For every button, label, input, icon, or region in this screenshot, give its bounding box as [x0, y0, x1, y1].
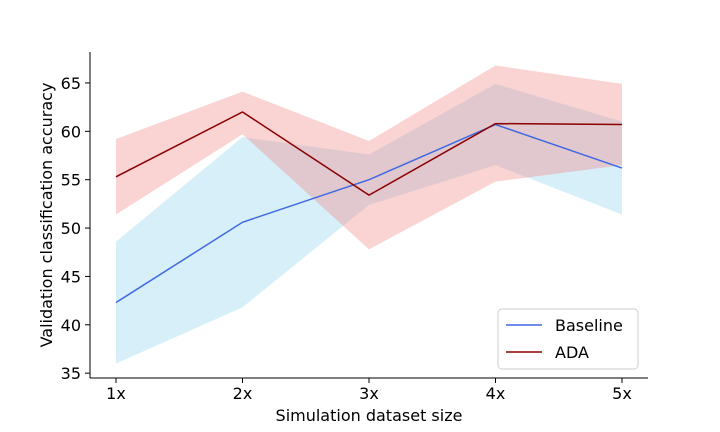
- y-tick-label: 65: [61, 74, 81, 93]
- y-tick-label: 40: [61, 316, 81, 335]
- legend-label-baseline: Baseline: [555, 316, 623, 335]
- y-axis-label: Validation classification accuracy: [37, 83, 56, 348]
- x-tick-label: 5x: [612, 384, 632, 403]
- y-tick-label: 35: [61, 364, 81, 383]
- x-tick-label: 1x: [106, 384, 126, 403]
- y-tick-label: 45: [61, 267, 81, 286]
- series-lines: [115, 111, 623, 304]
- legend-label-ada: ADA: [555, 343, 589, 362]
- x-axis-ticks: 1x 2x 3x 4x 5x: [106, 378, 632, 403]
- legend: Baseline ADA: [497, 308, 639, 370]
- x-tick-label: 3x: [359, 384, 379, 403]
- x-tick-label: 4x: [486, 384, 506, 403]
- band-baseline: [116, 83, 622, 364]
- y-tick-label: 55: [61, 171, 81, 190]
- y-axis-ticks: 35 40 45 50 55 60 65: [61, 74, 90, 383]
- y-tick-label: 60: [61, 122, 81, 141]
- y-tick-label: 50: [61, 219, 81, 238]
- x-tick-label: 2x: [233, 384, 253, 403]
- legend-frame: [497, 308, 639, 370]
- x-axis-label: Simulation dataset size: [276, 406, 463, 425]
